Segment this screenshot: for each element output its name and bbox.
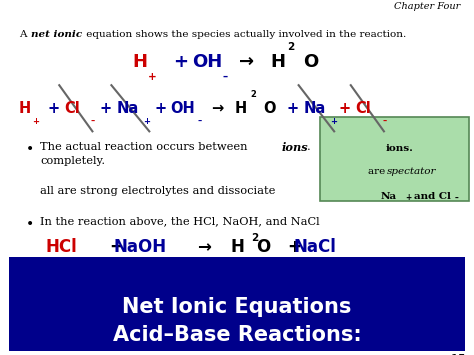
Text: 2: 2: [287, 42, 294, 52]
Text: →: →: [239, 53, 255, 71]
Text: A: A: [19, 30, 30, 39]
Text: O: O: [263, 101, 275, 116]
Text: +: +: [173, 53, 188, 71]
Text: –: –: [222, 72, 228, 82]
Text: completely.: completely.: [40, 156, 105, 166]
Text: –: –: [91, 117, 95, 126]
Text: Net Ionic Equations: Net Ionic Equations: [122, 297, 352, 317]
FancyBboxPatch shape: [320, 117, 469, 201]
Text: equation shows the species actually involved in the reaction.: equation shows the species actually invo…: [83, 30, 406, 39]
Text: H: H: [19, 101, 31, 116]
Text: Acid–Base Reactions:: Acid–Base Reactions:: [113, 325, 361, 345]
Text: –: –: [197, 117, 201, 126]
Text: OH: OH: [192, 53, 222, 71]
Text: ions.: ions.: [385, 144, 413, 153]
Text: all are strong electrolytes and dissociate: all are strong electrolytes and dissocia…: [40, 186, 276, 196]
Text: are: are: [368, 167, 389, 176]
Text: HCl: HCl: [46, 238, 77, 256]
Text: H: H: [270, 53, 285, 71]
FancyBboxPatch shape: [9, 257, 465, 351]
Text: Na: Na: [380, 192, 396, 201]
Text: The actual reaction occurs between: The actual reaction occurs between: [40, 142, 251, 152]
Text: +: +: [287, 101, 299, 116]
Text: Cl: Cl: [356, 101, 371, 116]
Text: +: +: [287, 238, 301, 256]
Text: •: •: [26, 217, 34, 230]
Text: →: →: [197, 238, 211, 256]
Text: In the reaction above, the HCl, NaOH, and NaCl: In the reaction above, the HCl, NaOH, an…: [40, 217, 320, 226]
Text: –: –: [455, 193, 459, 202]
Text: O: O: [256, 238, 270, 256]
Text: +: +: [148, 72, 156, 82]
Text: NaOH: NaOH: [113, 238, 166, 256]
Text: +: +: [100, 101, 112, 116]
Text: +: +: [330, 117, 337, 126]
Text: +: +: [32, 117, 39, 126]
Text: •: •: [26, 142, 34, 156]
Text: Chapter Four: Chapter Four: [393, 2, 460, 11]
Text: H: H: [230, 238, 244, 256]
Text: Na: Na: [303, 101, 326, 116]
Text: +: +: [154, 101, 166, 116]
Text: +: +: [143, 117, 150, 126]
Text: 2: 2: [250, 90, 256, 99]
Text: NaCl: NaCl: [294, 238, 337, 256]
Text: +: +: [109, 238, 123, 256]
Text: ions: ions: [282, 142, 309, 153]
Text: O: O: [303, 53, 319, 71]
Text: +: +: [339, 101, 351, 116]
Text: →: →: [211, 101, 223, 116]
Text: 2: 2: [251, 233, 259, 243]
Text: H: H: [133, 53, 148, 71]
Text: Cl: Cl: [64, 101, 80, 116]
Text: +: +: [47, 101, 60, 116]
Text: +: +: [405, 193, 411, 202]
Text: –: –: [382, 117, 386, 126]
Text: OH: OH: [171, 101, 195, 116]
Text: H: H: [235, 101, 247, 116]
Text: Na: Na: [116, 101, 138, 116]
Text: 15: 15: [451, 353, 467, 355]
Text: spectator: spectator: [387, 167, 437, 176]
Text: and Cl: and Cl: [414, 192, 451, 201]
Text: net ionic: net ionic: [31, 30, 82, 39]
Text: .: .: [307, 142, 311, 152]
